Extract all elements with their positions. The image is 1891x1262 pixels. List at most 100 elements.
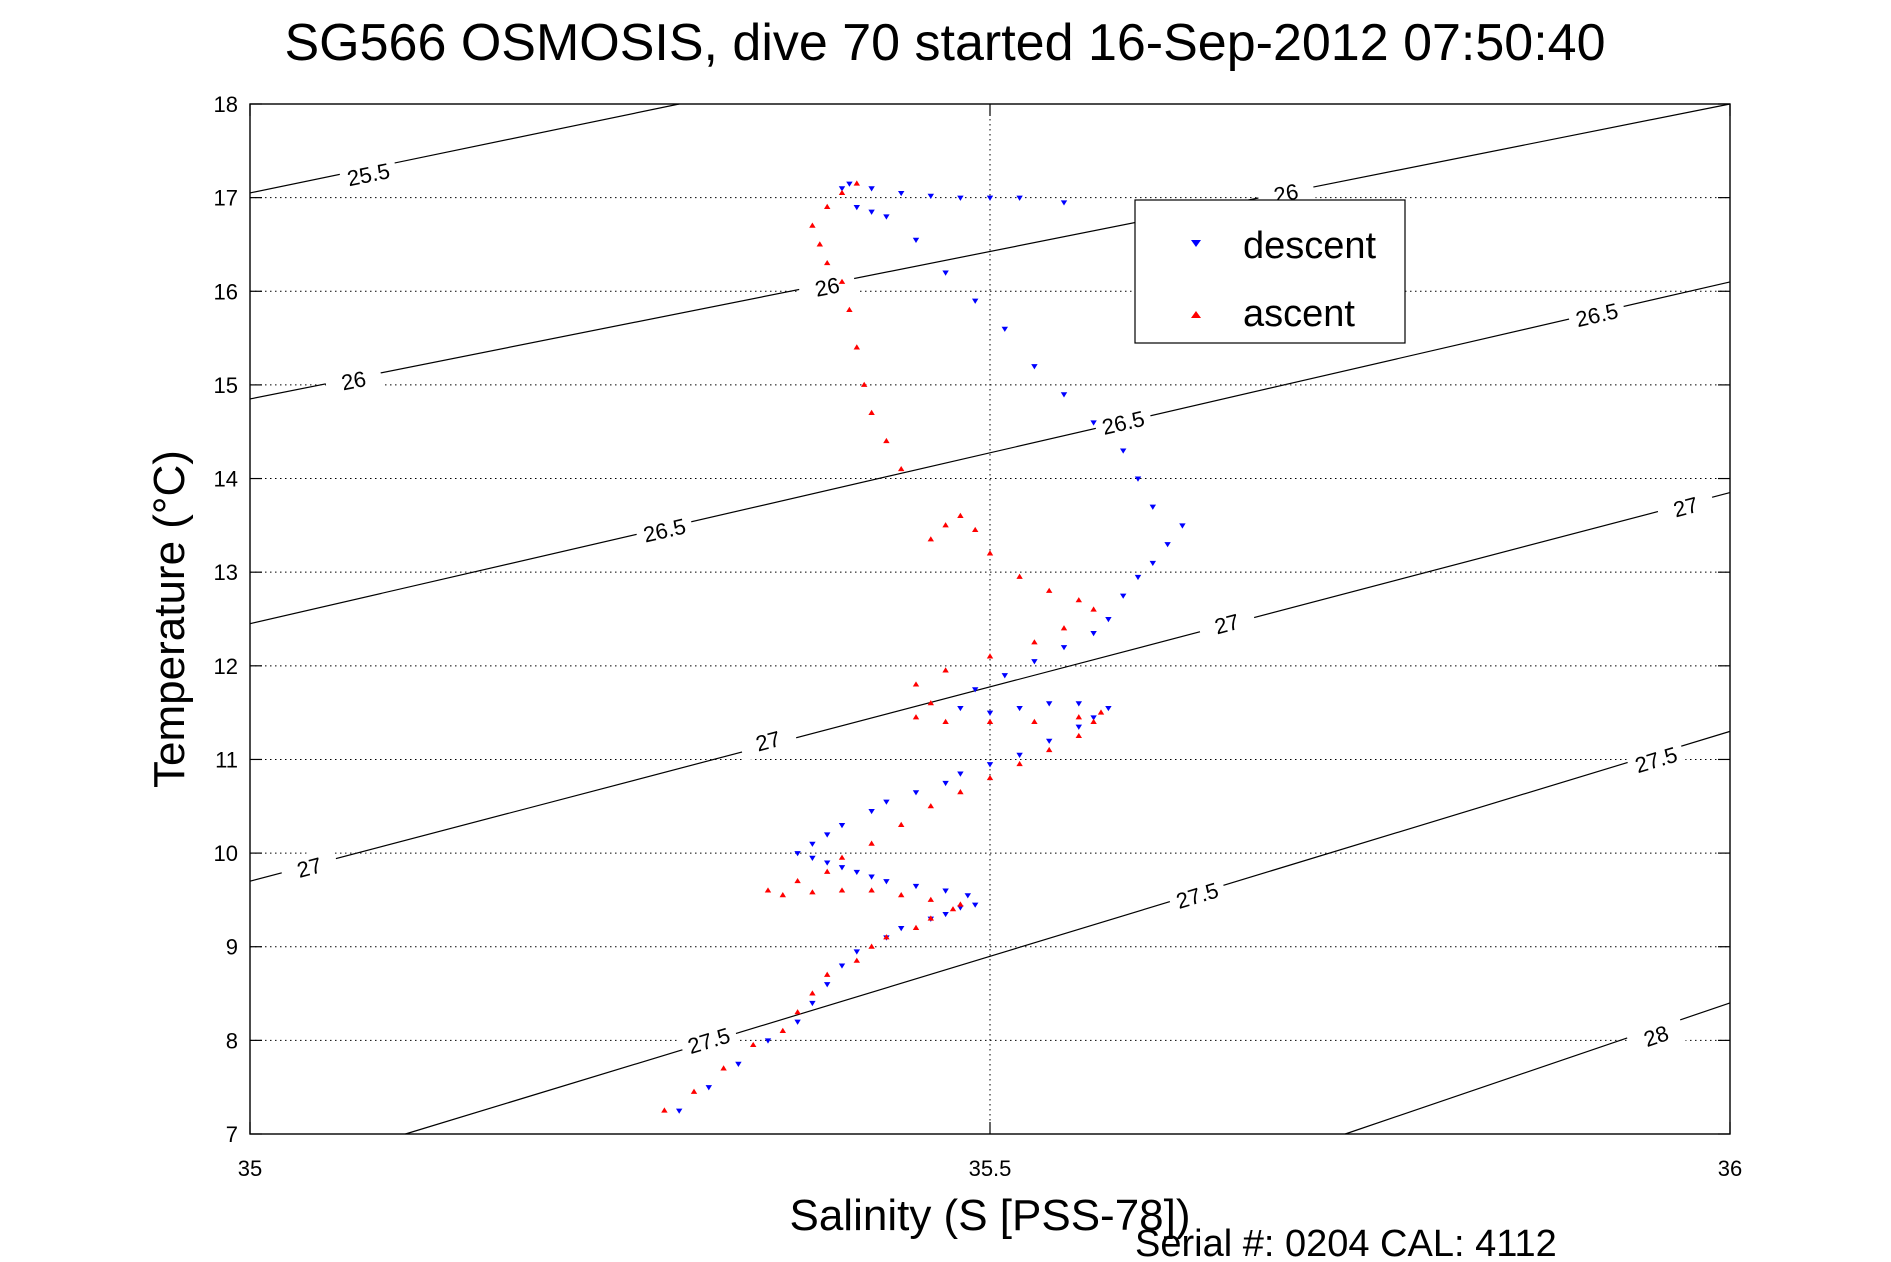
data-point-descent: [838, 963, 846, 969]
data-point-ascent: [1075, 732, 1082, 739]
data-point-ascent: [838, 854, 846, 860]
contour-label-background: [737, 720, 799, 762]
contour-label-background: [797, 267, 858, 306]
data-point-ascent: [1031, 639, 1038, 645]
data-point-ascent: [661, 1107, 668, 1113]
data-point-ascent: [1046, 746, 1053, 753]
data-point-descent: [764, 1038, 772, 1044]
legend-label-descent: descent: [1243, 225, 1377, 267]
contour-label-background: [278, 846, 340, 888]
data-point-descent: [1120, 448, 1127, 454]
data-point-ascent: [853, 180, 860, 186]
data-point-ascent: [957, 901, 964, 907]
data-point-ascent: [720, 1065, 727, 1071]
data-point-descent: [883, 214, 890, 220]
data-point-descent: [1120, 593, 1127, 599]
data-point-descent: [1016, 752, 1023, 758]
data-point-descent: [942, 888, 949, 894]
legend-label-ascent: ascent: [1243, 293, 1355, 335]
data-point-ascent: [750, 1041, 757, 1048]
data-point-ascent: [1046, 587, 1053, 593]
data-point-ascent: [927, 700, 934, 706]
data-point-descent: [1134, 574, 1142, 581]
contour-line-27: [249, 492, 1731, 882]
data-point-ascent: [838, 887, 846, 893]
data-point-descent: [1031, 364, 1038, 370]
data-point-ascent: [986, 653, 994, 659]
data-point-ascent: [868, 409, 875, 415]
data-point-ascent: [824, 971, 831, 977]
data-point-ascent: [942, 718, 949, 724]
y-tick-label: 18: [214, 92, 238, 117]
series-descent: [676, 181, 1186, 1114]
data-point-ascent: [1031, 718, 1038, 724]
data-point-ascent: [838, 189, 846, 195]
contour-label-background: [1625, 737, 1687, 781]
contour-label-background: [338, 154, 399, 194]
data-point-ascent: [868, 943, 875, 949]
data-point-descent: [942, 911, 949, 918]
data-point-ascent: [986, 774, 994, 781]
data-points: [661, 180, 1186, 1114]
contour-line-25-5: [249, 103, 680, 194]
series-ascent: [661, 180, 1105, 1113]
isopycnal-contours: 25.526262626.526.526.52727272727.527.527…: [249, 103, 1731, 1135]
data-point-ascent: [1016, 573, 1023, 579]
data-point-descent: [1149, 504, 1156, 510]
contour-label-background: [1566, 294, 1628, 335]
x-tick-label: 35: [238, 1156, 262, 1181]
data-point-ascent: [927, 915, 934, 921]
data-point-ascent: [883, 934, 890, 940]
contour-line-27-5: [405, 730, 1731, 1135]
y-tick-label: 10: [214, 841, 238, 866]
data-point-ascent: [927, 803, 934, 809]
data-point-descent: [972, 687, 979, 693]
data-point-ascent: [809, 990, 816, 996]
y-tick-label: 17: [214, 186, 238, 211]
y-tick-label: 13: [214, 560, 238, 585]
data-point-ascent: [957, 789, 964, 795]
data-point-descent: [735, 1061, 742, 1067]
data-point-ascent: [1060, 625, 1068, 631]
data-point-descent: [809, 1000, 816, 1007]
y-tick-label: 11: [215, 747, 238, 772]
data-point-descent: [1031, 659, 1038, 665]
data-point-descent: [1164, 542, 1171, 548]
data-point-descent: [1060, 645, 1068, 651]
data-point-descent: [868, 808, 875, 815]
data-point-descent: [809, 855, 816, 861]
data-point-descent: [853, 869, 860, 876]
data-point-ascent: [1097, 709, 1105, 715]
legend-marker-ascent: [1191, 311, 1201, 318]
data-point-descent: [809, 841, 816, 847]
data-point-ascent: [861, 381, 868, 387]
data-point-ascent: [927, 536, 934, 542]
data-point-ascent: [853, 957, 860, 963]
data-point-ascent: [1075, 597, 1082, 603]
data-point-ascent: [838, 278, 846, 284]
data-point-descent: [838, 186, 846, 192]
data-point-descent: [1060, 392, 1068, 398]
data-point-ascent: [690, 1088, 698, 1094]
data-point-descent: [1075, 724, 1082, 730]
data-point-descent: [898, 926, 905, 932]
data-point-descent: [957, 195, 964, 201]
data-point-descent: [1090, 420, 1097, 426]
data-point-descent: [1046, 738, 1053, 744]
y-tick-label: 12: [214, 654, 238, 679]
data-point-descent: [1105, 705, 1112, 712]
data-point-ascent: [898, 821, 905, 827]
data-point-ascent: [824, 868, 831, 874]
data-point-descent: [942, 780, 949, 787]
data-point-descent: [1046, 701, 1053, 707]
data-point-descent: [868, 209, 875, 215]
data-point-descent: [853, 949, 860, 955]
y-tick-label: 15: [214, 373, 238, 398]
data-point-descent: [957, 905, 964, 911]
data-point-ascent: [986, 550, 994, 556]
y-tick-label: 8: [226, 1028, 238, 1053]
data-point-descent: [705, 1085, 712, 1091]
data-point-descent: [957, 771, 964, 777]
data-point-ascent: [1090, 606, 1097, 612]
